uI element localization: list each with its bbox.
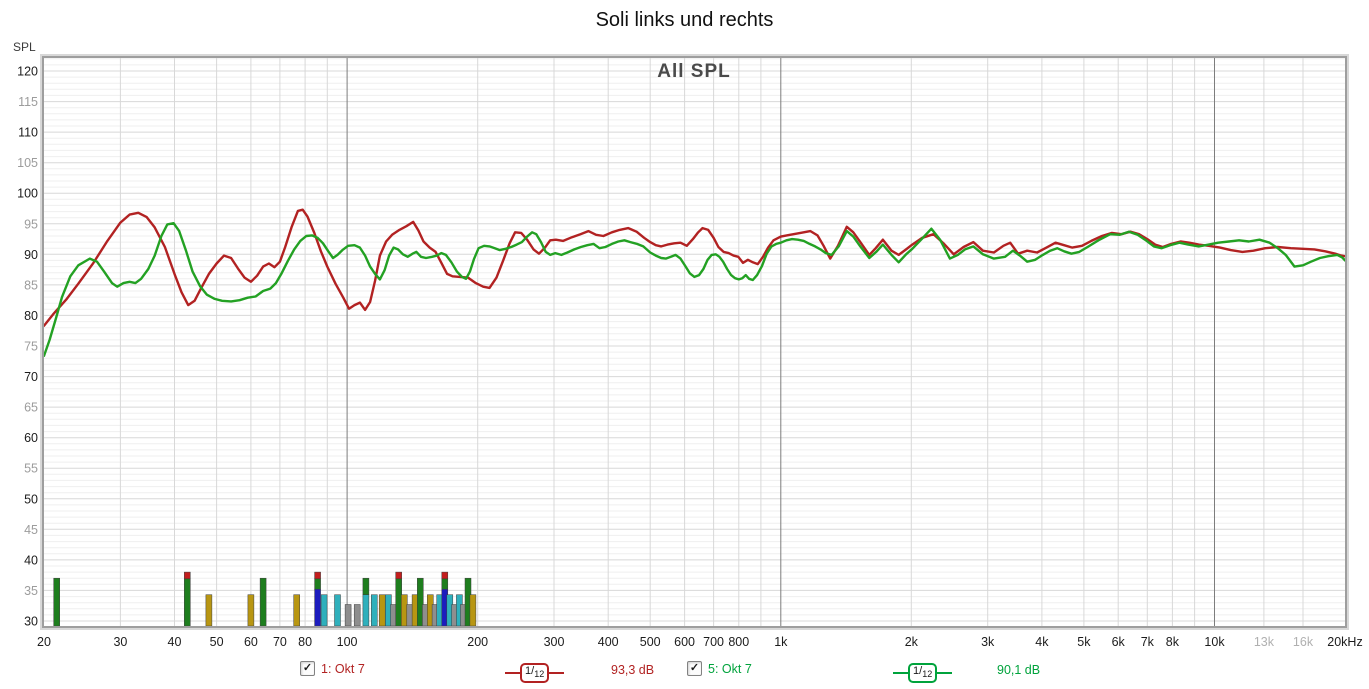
series-curve-0: [44, 208, 1345, 327]
svg-text:85: 85: [24, 278, 38, 292]
svg-text:100: 100: [17, 187, 38, 201]
svg-text:7k: 7k: [1141, 635, 1155, 649]
svg-text:10k: 10k: [1204, 635, 1225, 649]
series1-level-value: 93,3 dB: [611, 663, 655, 677]
series1-label[interactable]: 1: Okt 7: [321, 661, 365, 676]
svg-text:800: 800: [728, 635, 749, 649]
svg-text:65: 65: [24, 401, 38, 415]
series5-line-swatch: [893, 672, 908, 675]
svg-text:40: 40: [24, 553, 38, 567]
svg-text:60: 60: [24, 431, 38, 445]
svg-text:115: 115: [18, 95, 38, 109]
svg-text:100: 100: [337, 635, 358, 649]
series5-level-value: 90,1 dB: [997, 663, 1041, 677]
svg-text:6k: 6k: [1112, 635, 1126, 649]
svg-text:300: 300: [544, 635, 565, 649]
svg-text:5k: 5k: [1077, 635, 1091, 649]
legend-item-5: 5: Okt 7: [687, 661, 752, 676]
svg-text:70: 70: [24, 370, 38, 384]
svg-text:110: 110: [18, 126, 38, 140]
svg-text:200: 200: [467, 635, 488, 649]
svg-text:50: 50: [210, 635, 224, 649]
svg-text:120: 120: [17, 65, 38, 79]
svg-text:3k: 3k: [981, 635, 995, 649]
legend-bar: 1: Okt 7 1/12 93,3 dB 5: Okt 7 1/12 90,1…: [0, 658, 1369, 684]
svg-text:35: 35: [24, 584, 38, 598]
svg-text:80: 80: [298, 635, 312, 649]
svg-text:4k: 4k: [1035, 635, 1049, 649]
plot-label: All SPL: [657, 61, 731, 82]
page-title: Soli links und rechts: [595, 9, 774, 31]
svg-text:500: 500: [640, 635, 661, 649]
svg-text:700: 700: [703, 635, 724, 649]
svg-text:50: 50: [24, 492, 38, 506]
svg-text:8k: 8k: [1166, 635, 1180, 649]
series5-checkbox[interactable]: [687, 661, 702, 676]
series1-smoothing-badge[interactable]: 1/12: [505, 663, 565, 684]
svg-text:30: 30: [24, 615, 38, 629]
svg-text:20kHz: 20kHz: [1327, 635, 1362, 649]
series1-line-swatch: [505, 672, 520, 675]
svg-text:13k: 13k: [1254, 635, 1275, 649]
svg-text:60: 60: [244, 635, 258, 649]
svg-text:40: 40: [168, 635, 182, 649]
series-curve-1: [44, 222, 1345, 357]
y-axis-title: SPL: [13, 40, 36, 54]
svg-text:90: 90: [24, 248, 38, 262]
svg-text:400: 400: [598, 635, 619, 649]
svg-text:30: 30: [113, 635, 127, 649]
check-icon: [690, 663, 699, 674]
series5-smoothing-badge[interactable]: 1/12: [893, 663, 953, 684]
legend-item-1: 1: Okt 7: [300, 661, 365, 676]
series1-checkbox[interactable]: [300, 661, 315, 676]
svg-text:95: 95: [24, 217, 38, 231]
svg-text:1k: 1k: [774, 635, 788, 649]
svg-text:600: 600: [674, 635, 695, 649]
svg-text:75: 75: [24, 340, 38, 354]
series1-line-swatch: [549, 672, 565, 675]
series5-smoothing-value: 1/12: [908, 663, 938, 684]
svg-text:45: 45: [24, 523, 38, 537]
series5-line-swatch: [937, 672, 953, 675]
svg-text:2k: 2k: [905, 635, 919, 649]
check-icon: [303, 663, 312, 674]
svg-text:80: 80: [24, 309, 38, 323]
svg-text:105: 105: [17, 156, 38, 170]
series5-label[interactable]: 5: Okt 7: [708, 661, 752, 676]
svg-text:55: 55: [24, 462, 38, 476]
svg-text:70: 70: [273, 635, 287, 649]
svg-text:20: 20: [37, 635, 51, 649]
series1-smoothing-value: 1/12: [520, 663, 550, 684]
svg-text:16k: 16k: [1293, 635, 1314, 649]
